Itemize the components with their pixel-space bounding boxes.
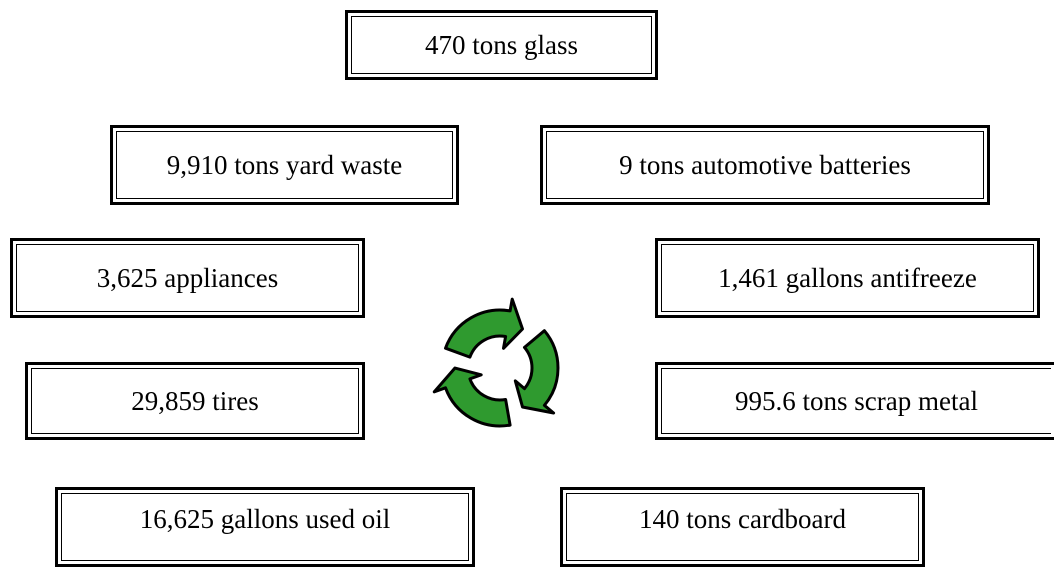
- item-label: 9 tons automotive batteries: [546, 131, 984, 199]
- item-box: 3,625 appliances: [10, 238, 365, 318]
- item-box: 995.6 tons scrap metal: [655, 362, 1054, 440]
- recycle-arrow: [444, 297, 524, 359]
- recycle-arrow: [432, 366, 512, 428]
- item-box: 140 tons cardboard: [560, 487, 925, 567]
- page: 470 tons glass 9,910 tons yard waste 9 t…: [10, 10, 1054, 567]
- item-label: 140 tons cardboard: [566, 493, 919, 561]
- item-label: 995.6 tons scrap metal: [661, 368, 1051, 434]
- item-label: 1,461 gallons antifreeze: [661, 244, 1034, 312]
- item-label: 16,625 gallons used oil: [61, 493, 469, 561]
- item-box: 29,859 tires: [25, 362, 365, 440]
- item-box: 16,625 gallons used oil: [55, 487, 475, 567]
- item-box: 9,910 tons yard waste: [110, 125, 459, 205]
- item-label: 9,910 tons yard waste: [116, 131, 453, 199]
- item-label: 29,859 tires: [31, 368, 359, 434]
- recycle-arrow: [513, 329, 560, 415]
- item-label: 3,625 appliances: [16, 244, 359, 312]
- recycle-symbol: [432, 297, 560, 428]
- item-box: 470 tons glass: [345, 10, 658, 80]
- item-box: 9 tons automotive batteries: [540, 125, 990, 205]
- item-box: 1,461 gallons antifreeze: [655, 238, 1040, 318]
- item-label: 470 tons glass: [351, 16, 652, 74]
